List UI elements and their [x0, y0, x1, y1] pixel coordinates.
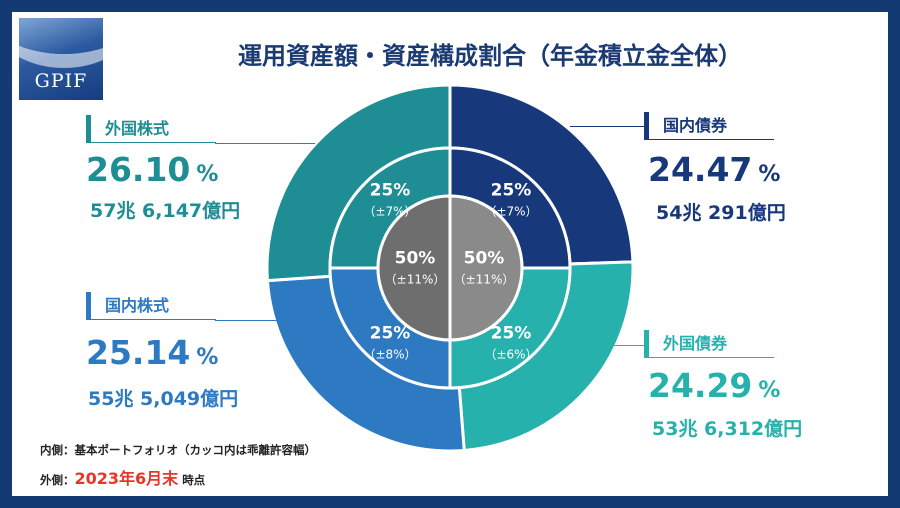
- label-foreign-stocks: 外国株式: [86, 115, 216, 143]
- inner-pct: 25%: [490, 180, 532, 201]
- inner-pct: 25%: [369, 180, 411, 201]
- inner-label-domestic-bonds: 25% （±7%）: [484, 181, 537, 220]
- amount-domestic-bonds: 54兆 291億円: [656, 202, 786, 224]
- gpif-logo: GPIF: [19, 18, 103, 100]
- pct-value: 26.10: [86, 150, 191, 189]
- leader-foreign-bonds: [605, 345, 645, 346]
- core-range: （±11%）: [384, 272, 446, 287]
- note-inner-text: 基本ポートフォリオ（カッコ内は乖離許容幅）: [74, 443, 317, 457]
- note-inner: 内側：基本ポートフォリオ（カッコ内は乖離許容幅）: [40, 442, 316, 458]
- inner-pct: 25%: [490, 323, 532, 344]
- core-label-stocks: 50% （±11%）: [385, 249, 446, 288]
- core-pct: 50%: [394, 248, 436, 269]
- inner-range: （±7%）: [363, 204, 417, 219]
- inner-range: （±8%）: [363, 347, 417, 362]
- pct-unit: %: [196, 345, 219, 370]
- note-inner-prefix: 内側：: [40, 443, 75, 457]
- logo-swoosh-icon: [19, 18, 103, 68]
- note-outer-date: 2023年6月末: [74, 469, 179, 488]
- leader-foreign-stocks: [215, 143, 315, 144]
- label-foreign-bonds: 外国債券: [644, 330, 774, 358]
- core-slice-0: [448, 194, 524, 342]
- pct-value: 25.14: [86, 333, 191, 372]
- leader-domestic-bonds: [570, 126, 645, 127]
- label-domestic-stocks: 国内株式: [86, 292, 216, 320]
- inner-pct: 25%: [369, 323, 411, 344]
- pct-value: 24.47: [648, 150, 753, 189]
- pct-value: 24.29: [648, 366, 753, 405]
- pct-foreign-bonds: 24.29%: [648, 366, 780, 405]
- note-outer-suffix: 時点: [182, 473, 206, 487]
- amount-domestic-stocks: 55兆 5,049億円: [88, 388, 239, 410]
- inner-range: （±6%）: [484, 347, 538, 362]
- logo-text: GPIF: [34, 70, 88, 92]
- chart-title: 運用資産額・資産構成割合（年金積立金全体）: [238, 42, 742, 70]
- core-label-bonds: 50% （±11%）: [454, 249, 515, 288]
- core-range: （±11%）: [453, 272, 515, 287]
- amount-foreign-bonds: 53兆 6,312億円: [652, 418, 803, 440]
- amount-foreign-stocks: 57兆 6,147億円: [90, 200, 241, 222]
- inner-label-foreign-stocks: 25% （±7%）: [363, 181, 416, 220]
- core-slice-1: [376, 194, 452, 342]
- note-outer: 外側：2023年6月末 時点: [40, 465, 205, 489]
- pct-domestic-stocks: 25.14%: [86, 333, 218, 372]
- inner-label-domestic-stocks: 25% （±8%）: [363, 324, 416, 363]
- pct-domestic-bonds: 24.47%: [648, 150, 780, 189]
- pct-unit: %: [758, 162, 781, 187]
- inner-range: （±7%）: [484, 204, 538, 219]
- note-outer-prefix: 外側：: [40, 473, 75, 487]
- pct-foreign-stocks: 26.10%: [86, 150, 218, 189]
- core-pct: 50%: [463, 248, 505, 269]
- pct-unit: %: [758, 378, 781, 403]
- inner-label-foreign-bonds: 25% （±6%）: [484, 324, 537, 363]
- leader-domestic-stocks: [215, 320, 305, 321]
- pct-unit: %: [196, 162, 219, 187]
- label-domestic-bonds: 国内債券: [644, 112, 774, 140]
